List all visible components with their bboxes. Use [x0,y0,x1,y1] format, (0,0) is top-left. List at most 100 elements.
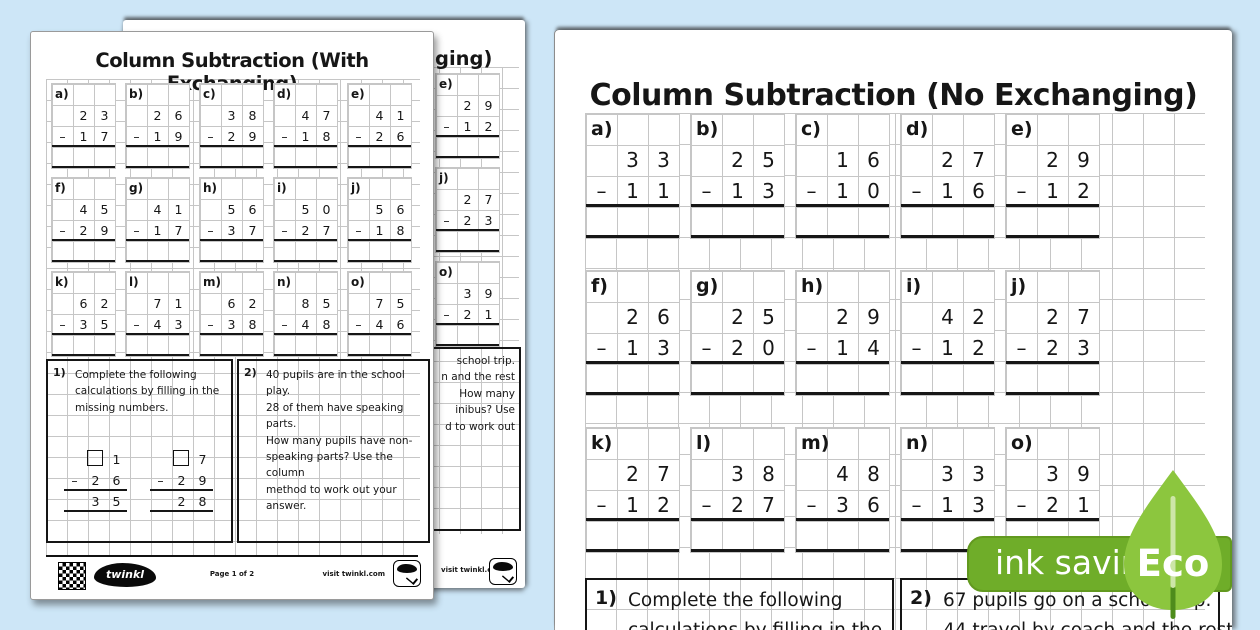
minus-sign: – [806,179,817,203]
digit-ones: 3 [762,179,775,203]
minus-sign: – [355,129,362,144]
digit-ones: 9 [174,129,183,144]
digit-ones: 9 [1077,148,1090,172]
problem-label: l) [696,432,712,454]
digit-ones: 6 [396,202,405,217]
top-number-row: 5 6 [200,199,263,220]
subtraction-problem: e) 2 9 – 1 2 [1005,113,1100,239]
page-number-label: Page 1 of 2 [209,570,255,578]
fill-in-problems: 1 – 2 6 3 5 [64,449,213,512]
minus-sign: – [596,336,607,360]
digit-tens: 1 [153,223,162,238]
empty-cell [126,293,147,314]
answer-row [901,364,994,395]
top-number-row: 8 5 [274,293,337,314]
digit-ones: 1 [174,202,183,217]
answer-row [796,521,889,552]
digit-tens: 4 [941,305,954,329]
digit-tens: 3 [731,462,744,486]
minus-sign: – [355,317,362,332]
problem-label: j) [351,181,361,195]
top-number-row: 4 7 [274,105,337,126]
digit-ones: 8 [396,223,405,238]
digit-tens: 2 [463,307,472,322]
digit-ones: 1 [1077,493,1090,517]
top-number-row: 6 2 [200,293,263,314]
empty-cell [274,199,295,220]
subtraction-problem: b) 2 5 – 1 3 [690,113,785,239]
bottom-number-row: – 3 6 [796,490,889,521]
digit-ones: 8 [867,462,880,486]
problem-grid: a) 3 3 – 1 1 b) 2 5 [585,113,1100,553]
bottom-number-row: – 2 9 [52,220,115,241]
answer-row [691,207,784,238]
minus-sign: – [701,336,712,360]
top-number-row: 2 7 [586,459,679,490]
answer-row [691,521,784,552]
problem-label: e) [351,87,365,101]
problem-label: d) [906,118,929,140]
bottom-number-row: – 1 3 [901,490,994,521]
minus-sign: – [59,223,66,238]
digit-tens: 5 [301,202,310,217]
empty-cell [436,283,457,304]
bottom-number-row: – 1 3 [586,333,679,364]
question-number: 2) [244,366,257,379]
top-number-row: 3 9 [1006,459,1099,490]
quality-stamp-icon [489,558,517,585]
problem-label: e) [439,77,453,91]
answer-row [52,241,115,262]
top-number-row: 2 6 [586,302,679,333]
problem-grid: a) 2 3 – 1 7 b) 2 6 [51,83,412,357]
top-number-row: 7 [150,449,213,470]
problem-label: e) [1011,118,1033,140]
digit-ones: 5 [100,202,109,217]
digit-ones: 9 [484,286,493,301]
digit-ones: 6 [174,108,183,123]
minus-sign: – [355,223,362,238]
digit-tens: 1 [836,336,849,360]
subtraction-problem: a) 2 3 – 1 7 [51,83,116,169]
digit-tens: 3 [626,148,639,172]
empty-cell [796,459,827,490]
digit-tens: 2 [1046,148,1059,172]
problem-label: g) [129,181,144,195]
empty-cell [52,105,73,126]
text-line: 44 travel by coach and the rest [943,619,1232,630]
top-number-row: 3 8 [691,459,784,490]
minus-sign: – [701,493,712,517]
top-number-row: 4 1 [348,105,411,126]
page-no-exchanging: Column Subtraction (No Exchanging) a) 3 … [555,30,1232,630]
digit-ones: 0 [867,179,880,203]
bottom-number-row: – 1 7 [52,126,115,147]
bottom-number-row: – 2 1 [1006,490,1099,521]
digit-ones: 1 [174,296,183,311]
digit-tens: 2 [463,192,472,207]
digit-ones: 0 [762,336,775,360]
digit-tens: 2 [463,213,472,228]
answer-row [901,207,994,238]
top-number-row: 2 9 [436,95,499,116]
digit-tens: 7 [375,296,384,311]
digit-tens: 4 [79,202,88,217]
fill-in-problem: 1 – 2 6 3 5 [64,449,127,512]
empty-cell [586,145,617,176]
empty-cell [691,145,722,176]
top-number-row: 2 7 [901,145,994,176]
top-number-row: 4 5 [52,199,115,220]
digit-ones: 2 [972,305,985,329]
answer-row [274,335,337,356]
problem-label: j) [1011,275,1027,297]
digit-ones: 7 [198,452,207,467]
top-number-row: 3 9 [436,283,499,304]
text-line: calculations by filling in the [75,385,220,398]
digit-tens: 2 [626,305,639,329]
digit-tens: 1 [153,129,162,144]
text-line: method to work out your [266,483,397,496]
digit-ones: 9 [198,473,207,488]
digit-tens: 2 [836,305,849,329]
problem-label: o) [439,265,453,279]
digit-tens: 2 [79,108,88,123]
problem-label: h) [203,181,218,195]
minus-sign: – [911,336,922,360]
